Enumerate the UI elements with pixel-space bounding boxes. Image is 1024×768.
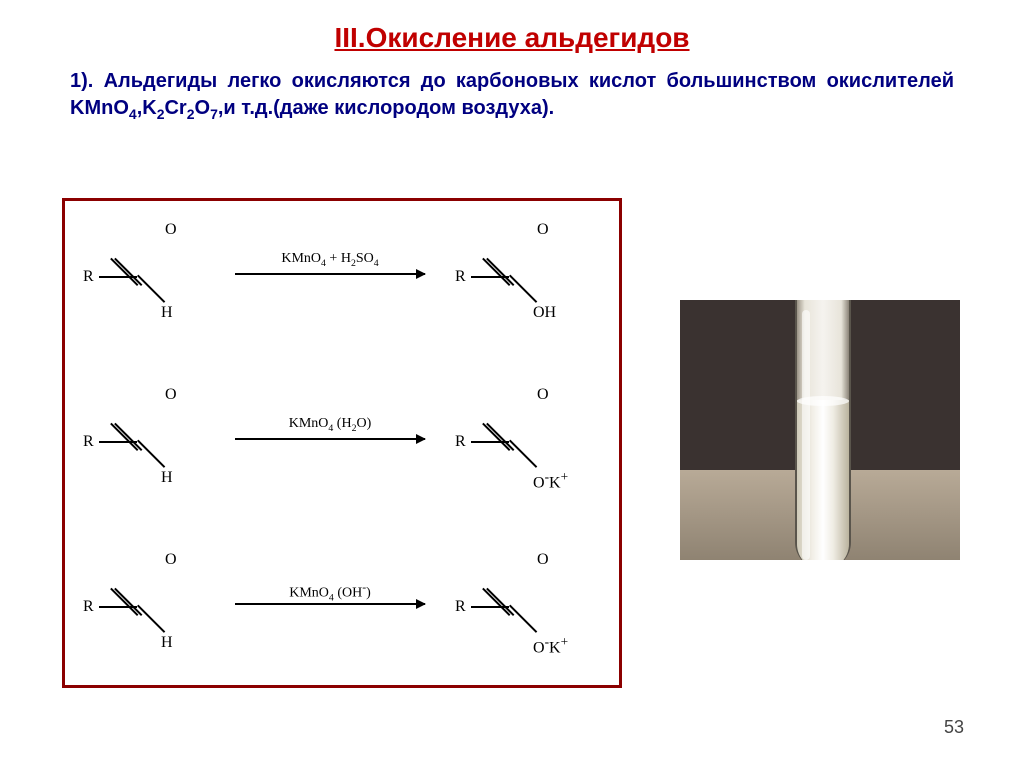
arrow-0 <box>235 273 425 275</box>
product-0: ROOH <box>455 216 595 336</box>
reagent-label-2: KMnO4 (OH-) <box>245 581 415 603</box>
product-2: ROO-K+ <box>455 546 595 666</box>
reagent-label-0: KMnO4 + H2SO4 <box>245 251 415 269</box>
para-number: 1). <box>70 70 93 92</box>
slide-title: III.Окисление альдегидов <box>0 0 1024 54</box>
product-1: ROO-K+ <box>455 381 595 501</box>
para-line2b: ,K <box>137 97 157 119</box>
reaction-row-2: ROH KMnO4 (OH-) ROO-K+ <box>65 541 619 691</box>
reactant-2: ROH <box>83 546 223 666</box>
reaction-diagram: ROH KMnO4 + H2SO4 ROOH ROH KMnO4 (H2O) ROO-K+… <box>62 198 622 688</box>
sub2b: 2 <box>187 106 195 122</box>
arrow-2 <box>235 603 425 605</box>
para-line2e: ,и т.д.(даже <box>218 97 329 119</box>
reactant-0: ROH <box>83 216 223 336</box>
reactant-1: ROH <box>83 381 223 501</box>
intro-paragraph: 1). Альдегиды легко окисляются до карбон… <box>0 54 1024 124</box>
reaction-row-1: ROH KMnO4 (H2O) ROO-K+ <box>65 376 619 526</box>
reaction-row-0: ROH KMnO4 + H2SO4 ROOH <box>65 211 619 361</box>
para-line1: Альдегиды легко окисляются до карбоновых… <box>104 70 657 92</box>
reagent-label-1: KMnO4 (H2O) <box>245 416 415 434</box>
page-number: 53 <box>944 717 964 738</box>
para-line2d: O <box>195 97 211 119</box>
test-tube-photo <box>680 300 960 560</box>
photo-reflection <box>802 310 810 560</box>
sub7: 7 <box>210 106 218 122</box>
para-line2c: Cr <box>164 97 186 119</box>
sub4: 4 <box>129 106 137 122</box>
arrow-1 <box>235 438 425 440</box>
para-line3: кислородом воздуха). <box>334 97 554 119</box>
